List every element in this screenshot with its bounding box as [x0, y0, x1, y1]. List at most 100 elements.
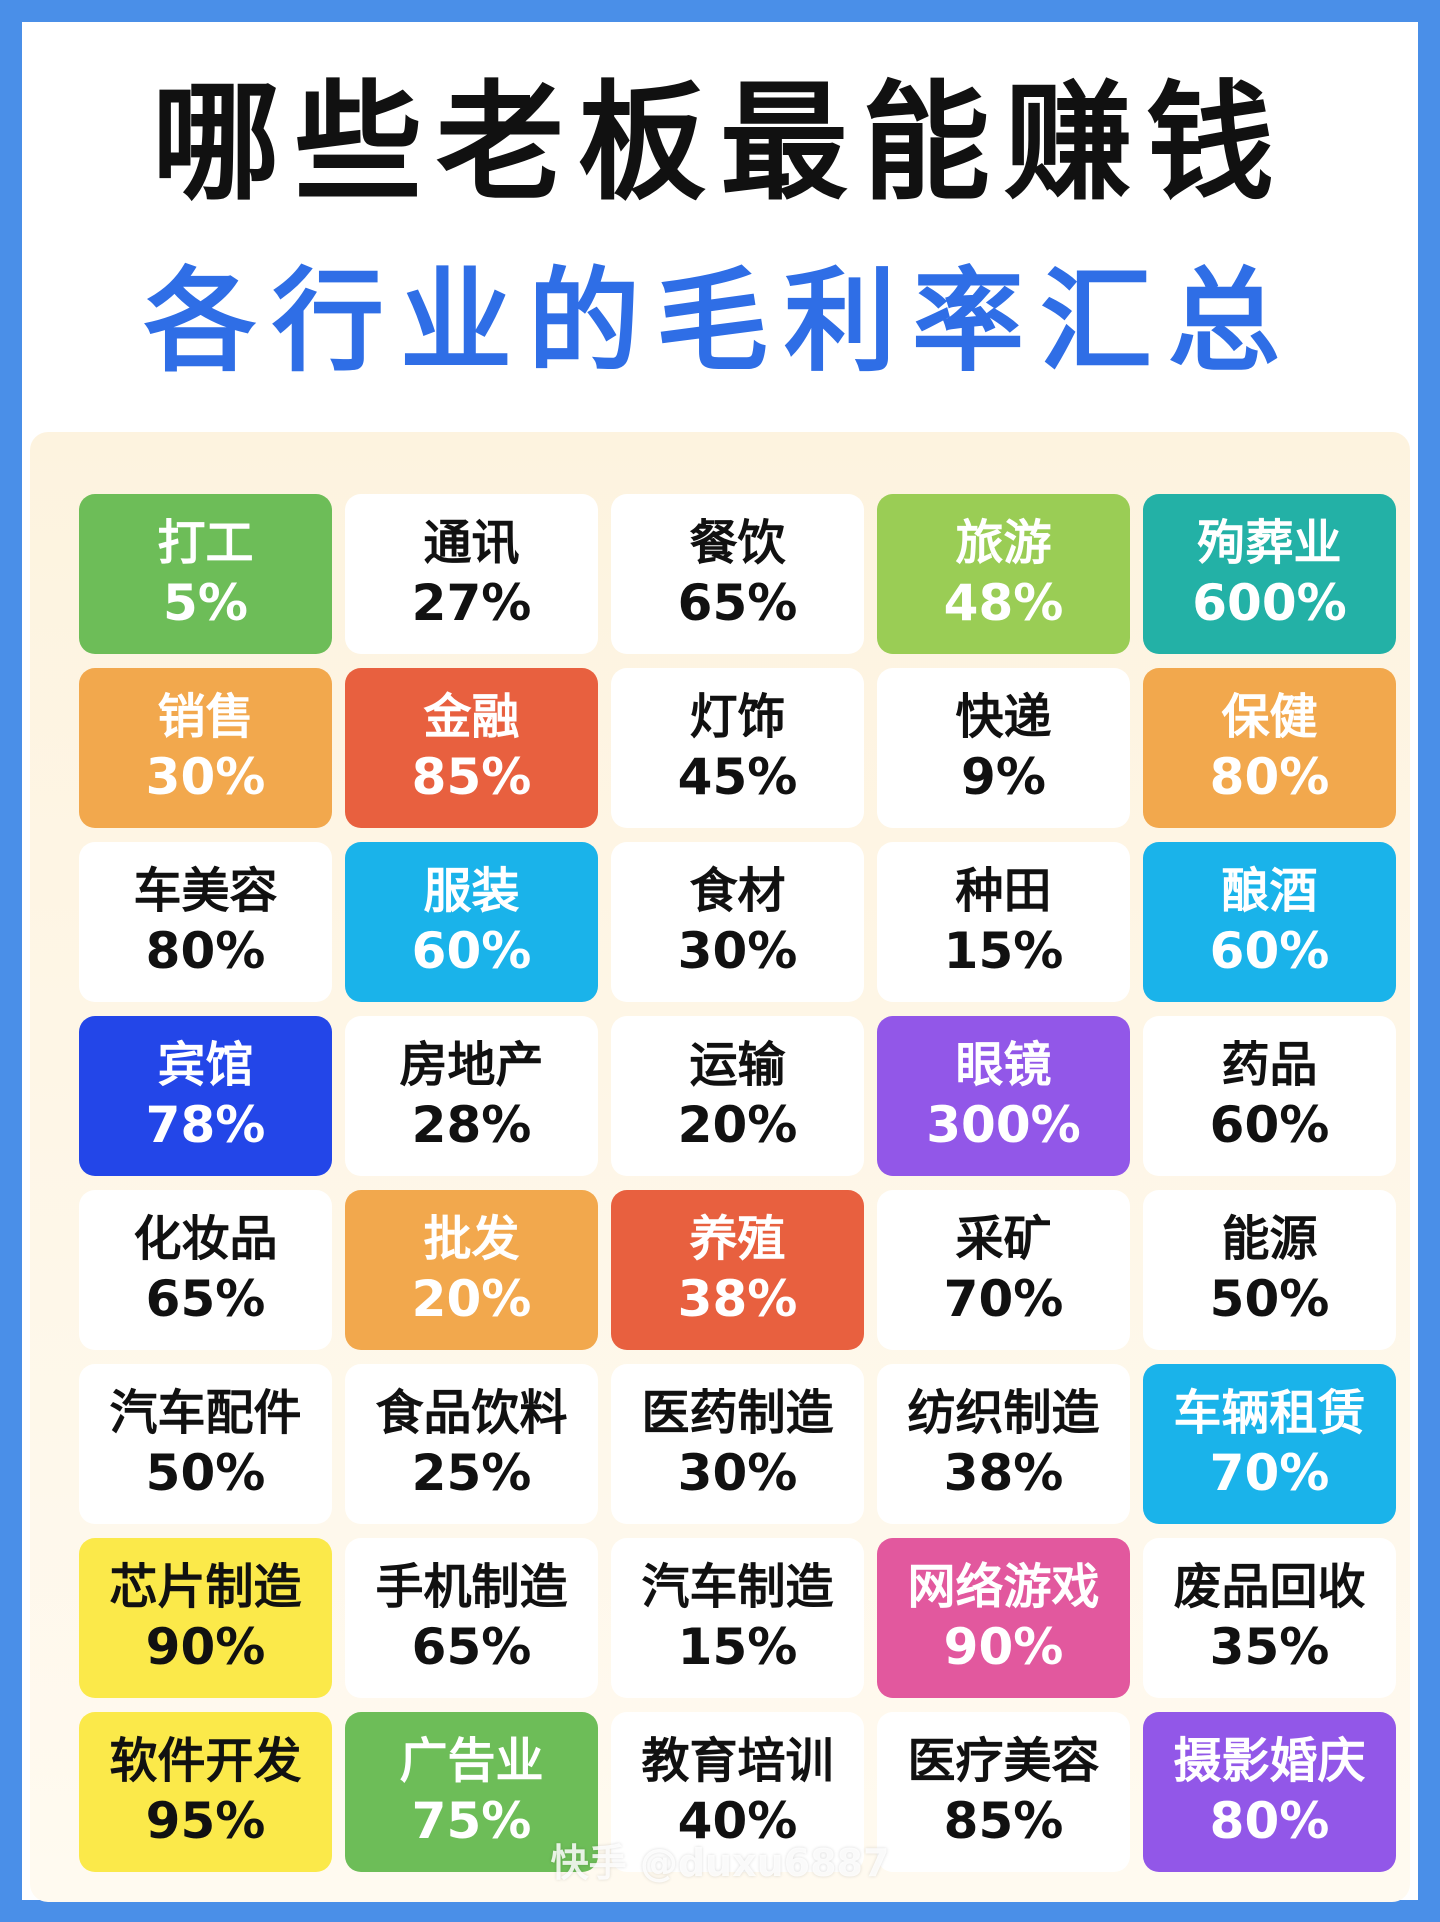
margin-percent: 50% [1209, 1269, 1330, 1328]
industry-cell: 食品饮料 25% [345, 1364, 598, 1524]
industry-name: 保健 [1221, 689, 1318, 746]
industry-cell: 废品回收 35% [1143, 1538, 1396, 1698]
margin-percent: 30% [677, 1443, 798, 1502]
industry-cell: 运输 20% [611, 1016, 864, 1176]
industry-name: 食品饮料 [375, 1385, 568, 1442]
industry-name: 宾馆 [157, 1037, 254, 1094]
industry-cell: 养殖 38% [611, 1190, 864, 1350]
industry-name: 化妆品 [133, 1211, 278, 1268]
margin-percent: 75% [411, 1791, 532, 1850]
margin-percent: 5% [163, 573, 248, 632]
industry-grid: 打工 5% 通讯 27% 餐饮 65% 旅游 48% 殉葬业 600% 销售 30% 金融 85% 灯饰 45… [79, 494, 1396, 1872]
margin-percent: 80% [1209, 747, 1330, 806]
industry-name: 打工 [157, 515, 254, 572]
industry-cell: 宾馆 78% [79, 1016, 332, 1176]
industry-cell: 化妆品 65% [79, 1190, 332, 1350]
industry-cell: 药品 60% [1143, 1016, 1396, 1176]
industry-name: 房地产 [399, 1037, 544, 1094]
margin-percent: 300% [926, 1095, 1081, 1154]
margin-percent: 27% [411, 573, 532, 632]
margin-percent: 20% [411, 1269, 532, 1328]
industry-cell: 医疗美容 85% [877, 1712, 1130, 1872]
margin-percent: 30% [677, 921, 798, 980]
margin-grid-panel: 打工 5% 通讯 27% 餐饮 65% 旅游 48% 殉葬业 600% 销售 30% 金融 85% 灯饰 45… [30, 432, 1410, 1902]
industry-name: 药品 [1221, 1037, 1318, 1094]
industry-cell: 打工 5% [79, 494, 332, 654]
industry-cell: 快递 9% [877, 668, 1130, 828]
margin-percent: 45% [677, 747, 798, 806]
margin-percent: 65% [411, 1617, 532, 1676]
industry-cell: 殉葬业 600% [1143, 494, 1396, 654]
industry-cell: 芯片制造 90% [79, 1538, 332, 1698]
margin-percent: 30% [145, 747, 266, 806]
margin-percent: 15% [943, 921, 1064, 980]
industry-cell: 批发 20% [345, 1190, 598, 1350]
margin-percent: 85% [943, 1791, 1064, 1850]
industry-cell: 汽车制造 15% [611, 1538, 864, 1698]
industry-name: 种田 [955, 863, 1052, 920]
industry-cell: 能源 50% [1143, 1190, 1396, 1350]
industry-name: 灯饰 [689, 689, 786, 746]
margin-percent: 20% [677, 1095, 798, 1154]
margin-percent: 9% [961, 747, 1046, 806]
industry-cell: 手机制造 65% [345, 1538, 598, 1698]
margin-percent: 65% [677, 573, 798, 632]
industry-cell: 采矿 70% [877, 1190, 1130, 1350]
industry-cell: 汽车配件 50% [79, 1364, 332, 1524]
margin-percent: 60% [411, 921, 532, 980]
margin-percent: 48% [943, 573, 1064, 632]
industry-name: 教育培训 [641, 1733, 834, 1790]
industry-name: 车辆租赁 [1173, 1385, 1366, 1442]
margin-percent: 80% [1209, 1791, 1330, 1850]
industry-name: 眼镜 [955, 1037, 1052, 1094]
industry-cell: 餐饮 65% [611, 494, 864, 654]
industry-cell: 医药制造 30% [611, 1364, 864, 1524]
industry-name: 医药制造 [641, 1385, 834, 1442]
margin-percent: 78% [145, 1095, 266, 1154]
industry-name: 金融 [423, 689, 520, 746]
margin-percent: 70% [1209, 1443, 1330, 1502]
industry-name: 餐饮 [689, 515, 786, 572]
industry-name: 养殖 [689, 1211, 786, 1268]
watermark-text: 快手 @duxu6887 [550, 1841, 890, 1885]
industry-cell: 酿酒 60% [1143, 842, 1396, 1002]
industry-name: 殉葬业 [1197, 515, 1342, 572]
industry-cell: 金融 85% [345, 668, 598, 828]
margin-percent: 90% [145, 1617, 266, 1676]
industry-cell: 旅游 48% [877, 494, 1130, 654]
page-title: 哪些老板最能赚钱 [151, 69, 1288, 218]
margin-percent: 85% [411, 747, 532, 806]
page-subtitle: 各行业的毛利率汇总 [144, 257, 1296, 387]
industry-cell: 摄影婚庆 80% [1143, 1712, 1396, 1872]
industry-cell: 教育培训 40% [611, 1712, 864, 1872]
industry-name: 手机制造 [375, 1559, 568, 1616]
industry-name: 汽车配件 [109, 1385, 302, 1442]
industry-name: 车美容 [133, 863, 278, 920]
industry-name: 食材 [689, 863, 786, 920]
industry-cell: 食材 30% [611, 842, 864, 1002]
industry-cell: 车美容 80% [79, 842, 332, 1002]
industry-name: 医疗美容 [907, 1733, 1100, 1790]
industry-cell: 眼镜 300% [877, 1016, 1130, 1176]
margin-percent: 25% [411, 1443, 532, 1502]
industry-name: 运输 [689, 1037, 786, 1094]
industry-cell: 销售 30% [79, 668, 332, 828]
industry-cell: 灯饰 45% [611, 668, 864, 828]
industry-cell: 房地产 28% [345, 1016, 598, 1176]
margin-percent: 60% [1209, 921, 1330, 980]
industry-name: 网络游戏 [907, 1559, 1100, 1616]
margin-percent: 65% [145, 1269, 266, 1328]
industry-name: 摄影婚庆 [1173, 1733, 1366, 1790]
industry-name: 芯片制造 [109, 1559, 302, 1616]
industry-cell: 网络游戏 90% [877, 1538, 1130, 1698]
industry-name: 采矿 [955, 1211, 1052, 1268]
margin-percent: 80% [145, 921, 266, 980]
industry-cell: 广告业 75% [345, 1712, 598, 1872]
margin-percent: 60% [1209, 1095, 1330, 1154]
margin-percent: 15% [677, 1617, 798, 1676]
margin-percent: 35% [1209, 1617, 1330, 1676]
industry-cell: 纺织制造 38% [877, 1364, 1130, 1524]
industry-name: 纺织制造 [907, 1385, 1100, 1442]
industry-name: 能源 [1221, 1211, 1318, 1268]
margin-percent: 600% [1192, 573, 1347, 632]
